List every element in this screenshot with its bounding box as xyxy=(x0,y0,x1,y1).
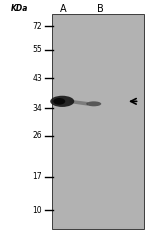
Ellipse shape xyxy=(50,96,74,107)
Text: 10: 10 xyxy=(32,206,42,215)
Text: 72: 72 xyxy=(32,22,42,31)
Polygon shape xyxy=(69,100,88,106)
Text: 17: 17 xyxy=(32,172,42,181)
FancyBboxPatch shape xyxy=(52,14,144,229)
Text: 26: 26 xyxy=(32,131,42,140)
Text: A: A xyxy=(60,4,66,14)
Text: 55: 55 xyxy=(32,45,42,54)
Text: B: B xyxy=(97,4,104,14)
Text: 43: 43 xyxy=(32,74,42,83)
FancyBboxPatch shape xyxy=(53,16,142,227)
Ellipse shape xyxy=(53,98,65,105)
Ellipse shape xyxy=(86,101,101,106)
Text: 34: 34 xyxy=(32,104,42,113)
Text: KDa: KDa xyxy=(11,4,28,13)
